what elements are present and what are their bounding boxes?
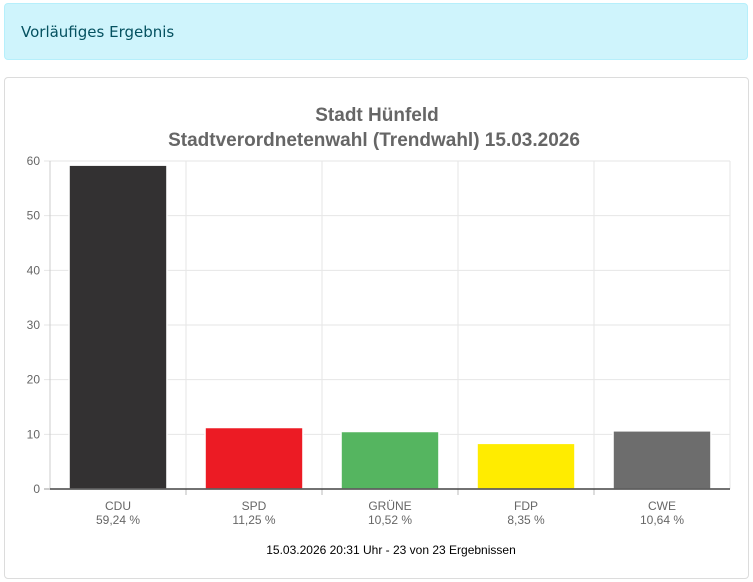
x-value-label: 8,35 % [507,513,545,527]
x-category-label: FDP [514,499,538,513]
y-tick-label: 40 [27,263,41,277]
y-tick-label: 60 [27,154,41,168]
chart-footer: 15.03.2026 20:31 Uhr - 23 von 23 Ergebni… [266,543,516,557]
x-category-label: CDU [105,499,131,513]
chart-title-line-1: Stadt Hünfeld [315,105,439,126]
status-alert-text: Vorläufiges Ergebnis [21,23,175,41]
x-value-label: 11,25 % [232,513,275,527]
bar-fdp [476,442,576,490]
y-tick-label: 50 [27,209,41,223]
x-value-label: 10,64 % [640,513,684,527]
y-tick-label: 30 [27,318,41,332]
chart-axes [44,161,730,495]
bar-spd [204,426,304,490]
y-tick-label: 20 [27,373,41,387]
y-tick-label: 0 [33,482,40,496]
x-category-label: CWE [648,499,676,513]
x-category-label: SPD [242,499,267,513]
bar-grüne [340,430,440,490]
y-tick-label: 10 [27,427,41,441]
chart-title-line-2: Stadtverordnetenwahl (Trendwahl) 15.03.2… [168,130,580,151]
x-category-label: GRÜNE [368,499,411,513]
status-alert: Vorläufiges Ergebnis [4,3,748,60]
bar-cdu [68,164,168,490]
chart-bars [68,164,712,490]
x-value-label: 10,52 % [368,513,412,527]
x-value-label: 59,24 % [96,513,140,527]
bar-cwe [612,430,712,490]
